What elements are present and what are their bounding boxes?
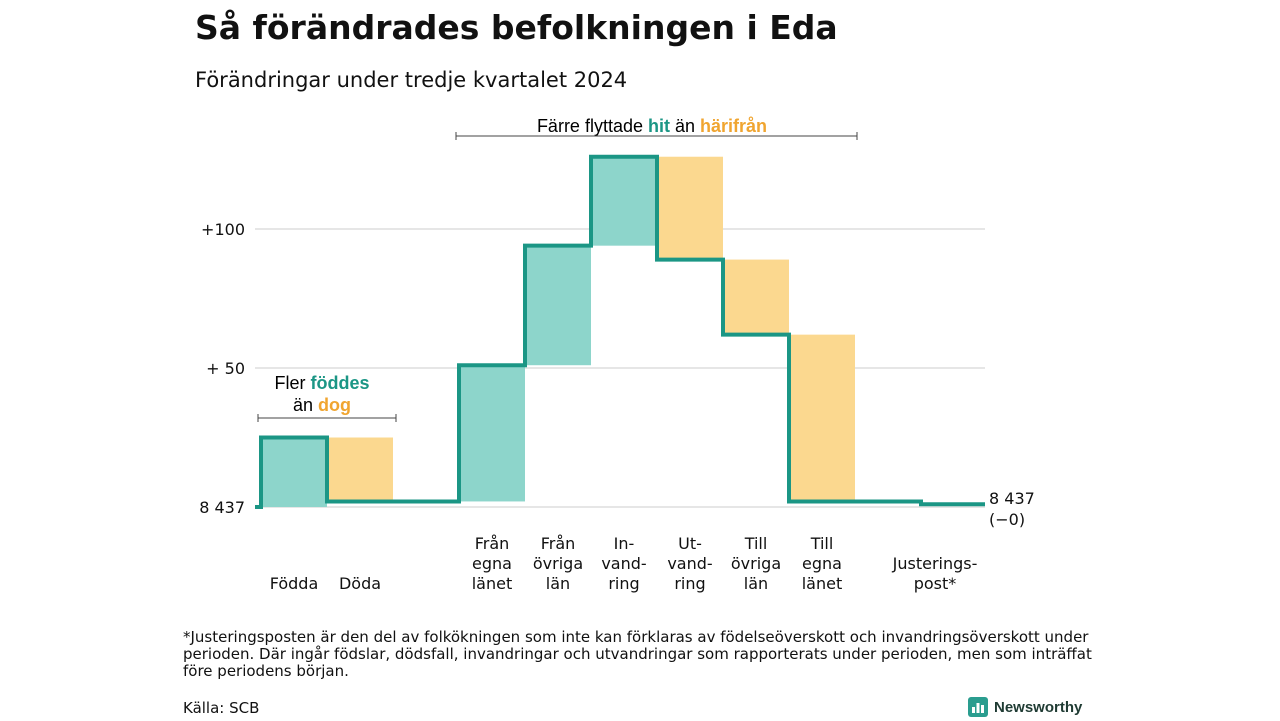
category-label: Justerings-: [892, 554, 978, 573]
waterfall-bar: [657, 156, 723, 260]
category-label: Till: [810, 534, 834, 553]
chart-title: Så förändrades befolkningen i Eda: [195, 8, 838, 47]
waterfall-bar: [789, 334, 855, 502]
y-tick-label: 8 437: [199, 498, 245, 517]
y-tick-labels: 8 437 + 50 +100: [199, 220, 245, 517]
category-label: övriga: [731, 554, 781, 573]
births-annotation-line1: Fler föddes: [274, 373, 369, 393]
waterfall-bar: [261, 437, 327, 507]
moves-annotation-text: Färre flyttade hit än härifrån: [537, 116, 767, 136]
category-label: Döda: [339, 574, 381, 593]
category-label: län: [546, 574, 570, 593]
end-value-label: 8 437: [989, 489, 1035, 508]
category-label: Från: [541, 534, 576, 553]
category-label: Från: [475, 534, 510, 553]
end-change-label: (−0): [989, 510, 1025, 529]
footnote: *Justeringsposten är den del av folkökni…: [183, 628, 1092, 680]
waterfall-bar: [459, 365, 525, 502]
moves-annotation: Färre flyttade hit än härifrån: [455, 116, 858, 140]
waterfall-chart: 8 437+ 50+100 Födda DödaFrånegnalänetFrån…: [199, 116, 1035, 593]
chart-subtitle: Förändringar under tredje kvartalet 2024: [195, 68, 628, 92]
waterfall-bar: [327, 437, 393, 502]
category-label: vand-: [667, 554, 712, 573]
category-label: övriga: [533, 554, 583, 573]
births-annotation-line2: än dog: [293, 395, 351, 415]
category-label: ring: [608, 574, 639, 593]
cumulative-step-line: [255, 154, 985, 509]
category-label: In-: [614, 534, 635, 553]
y-tick-label: + 50: [206, 359, 245, 378]
newsworthy-logo-icon: [968, 697, 988, 717]
bars: [261, 156, 855, 507]
category-label: länet: [472, 574, 513, 593]
category-label: egna: [472, 554, 512, 573]
waterfall-bar: [525, 245, 591, 366]
moves-bracket: [455, 132, 858, 140]
waterfall-bar: [723, 259, 789, 335]
category-label: län: [744, 574, 768, 593]
category-label: ring: [674, 574, 705, 593]
y-tick-label: +100: [201, 220, 245, 239]
births-bracket: [257, 414, 397, 422]
newsworthy-logo-text: Newsworthy: [994, 698, 1083, 716]
category-label: Ut-: [678, 534, 702, 553]
category-label: Födda: [270, 574, 319, 593]
births-annotation: Fler föddes än dog: [257, 373, 397, 422]
category-label: Till: [744, 534, 768, 553]
category-labels: Födda DödaFrånegnalänetFrånövrigalänIn-va…: [270, 534, 978, 593]
category-label: länet: [802, 574, 843, 593]
category-label: vand-: [601, 554, 646, 573]
category-label: egna: [802, 554, 842, 573]
waterfall-bar: [591, 156, 657, 246]
source: Källa: SCB: [183, 699, 260, 717]
newsworthy-logo: Newsworthy: [968, 697, 1082, 717]
category-label: post*: [914, 574, 957, 593]
